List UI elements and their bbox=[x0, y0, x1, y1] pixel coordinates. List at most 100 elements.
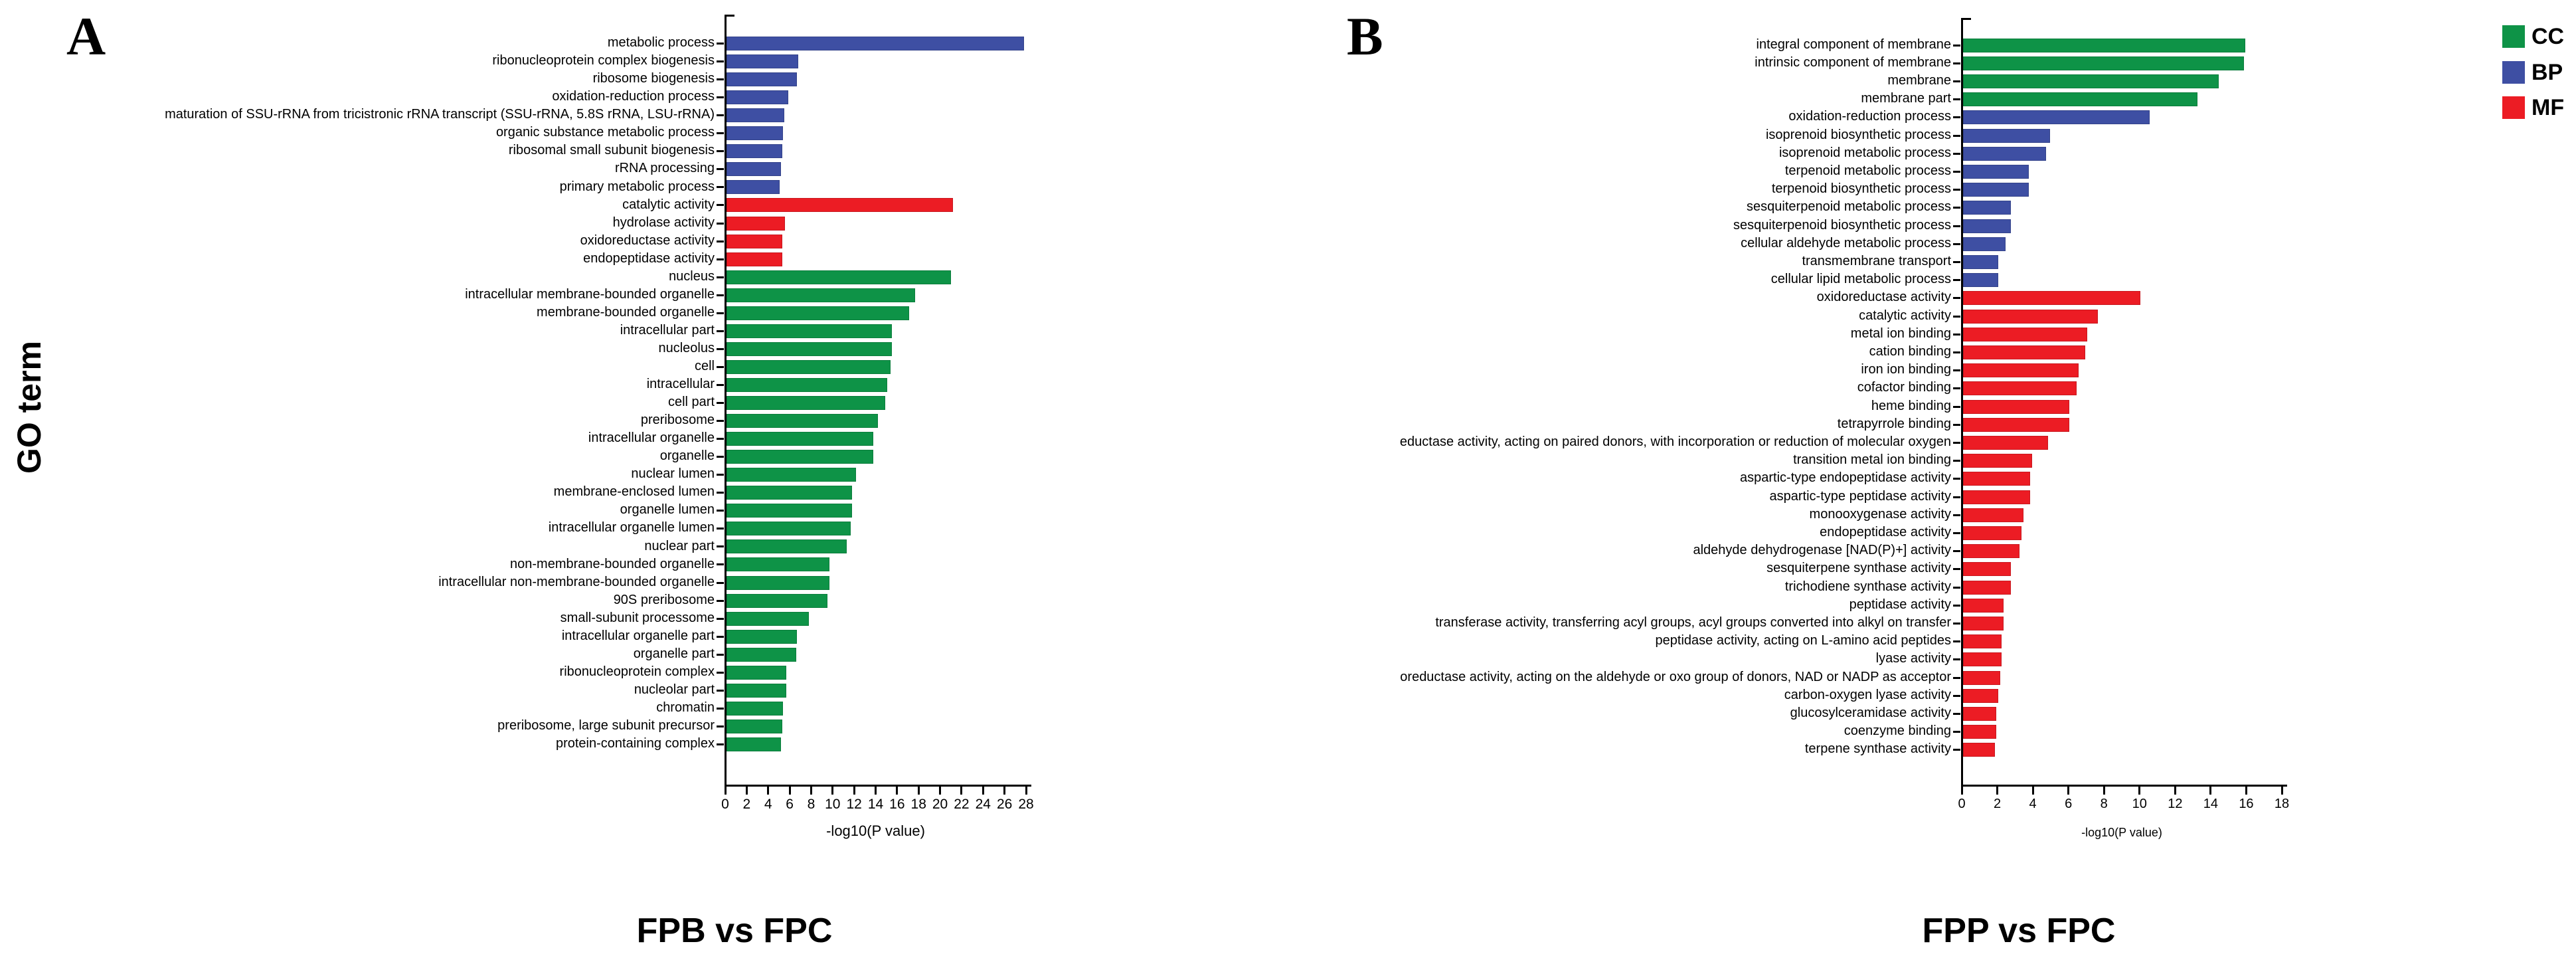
category-tick bbox=[1953, 731, 1960, 733]
category-label: primary metabolic process bbox=[559, 179, 715, 194]
bar bbox=[1962, 201, 2011, 215]
chart-title: FPP vs FPC bbox=[1922, 912, 2116, 950]
x-tick-label: 16 bbox=[889, 797, 905, 812]
category-tick bbox=[1953, 315, 1960, 318]
category-label: catalytic activity bbox=[622, 197, 715, 212]
category-label: intracellular organelle part bbox=[561, 628, 715, 643]
bar bbox=[726, 54, 798, 69]
x-axis bbox=[724, 785, 1031, 787]
category-tick bbox=[717, 743, 724, 745]
category-tick bbox=[1953, 712, 1960, 715]
category-tick bbox=[1953, 207, 1960, 209]
category-label: endopeptidase activity bbox=[583, 250, 715, 266]
x-tick-label: 10 bbox=[825, 797, 841, 812]
x-tick bbox=[896, 787, 899, 795]
x-tick bbox=[982, 787, 984, 795]
x-tick-label: 8 bbox=[2100, 797, 2108, 811]
category-label: membrane-bounded organelle bbox=[537, 304, 715, 320]
x-tick bbox=[788, 787, 791, 795]
category-label: carbon-oxygen lyase activity bbox=[1784, 687, 1951, 702]
category-tick bbox=[717, 653, 724, 656]
x-tick bbox=[2138, 787, 2141, 795]
category-tick bbox=[717, 474, 724, 476]
category-tick bbox=[1953, 225, 1960, 227]
bar bbox=[1962, 688, 1999, 703]
category-tick bbox=[1953, 405, 1960, 408]
category-label: peptidase activity, acting on L-amino ac… bbox=[1655, 633, 1951, 648]
bar bbox=[1962, 417, 2070, 432]
x-tick bbox=[1960, 787, 1963, 795]
category-tick bbox=[1953, 568, 1960, 571]
category-label: terpenoid biosynthetic process bbox=[1771, 181, 1951, 197]
category-tick bbox=[717, 276, 724, 278]
category-tick bbox=[1953, 694, 1960, 697]
category-label: membrane bbox=[1887, 73, 1951, 88]
bar bbox=[726, 252, 782, 266]
x-tick-label: 18 bbox=[2274, 797, 2290, 811]
category-label: heme binding bbox=[1871, 398, 1951, 413]
category-label: intracellular non-membrane-bounded organ… bbox=[438, 574, 715, 589]
x-tick bbox=[831, 787, 834, 795]
bar bbox=[726, 198, 953, 213]
bar bbox=[726, 270, 951, 284]
bar bbox=[1962, 454, 2032, 468]
category-tick bbox=[1953, 333, 1960, 336]
y-axis-top-tick bbox=[1962, 18, 1971, 20]
x-tick bbox=[767, 787, 770, 795]
category-label: chromatin bbox=[656, 700, 715, 715]
bar bbox=[1962, 110, 2150, 125]
bar bbox=[1962, 652, 2002, 667]
bar bbox=[1962, 273, 1999, 288]
x-tick bbox=[2174, 787, 2176, 795]
category-tick bbox=[717, 132, 724, 135]
category-tick bbox=[1953, 80, 1960, 82]
x-tick bbox=[960, 787, 963, 795]
bar bbox=[726, 341, 892, 356]
category-tick bbox=[1953, 170, 1960, 173]
bar bbox=[1962, 128, 2050, 143]
bar bbox=[726, 432, 874, 446]
category-label: 90S preribosome bbox=[613, 592, 715, 607]
category-label: metabolic process bbox=[607, 35, 715, 50]
x-tick bbox=[1996, 787, 1999, 795]
category-label: oreductase activity, acting on the aldeh… bbox=[1400, 669, 1951, 684]
bar bbox=[726, 450, 874, 464]
bar bbox=[726, 665, 787, 680]
x-tick-label: 0 bbox=[721, 797, 729, 812]
bar bbox=[726, 377, 888, 392]
bar bbox=[726, 144, 782, 159]
y-axis-top-tick bbox=[725, 15, 734, 17]
category-label: aldehyde dehydrogenase [NAD(P)+] activit… bbox=[1693, 543, 1951, 558]
bar bbox=[1962, 92, 2197, 107]
category-label: intracellular membrane-bounded organelle bbox=[465, 286, 715, 302]
category-tick bbox=[1953, 749, 1960, 751]
bar bbox=[726, 683, 787, 698]
x-tick-label: 8 bbox=[807, 797, 816, 812]
category-tick bbox=[717, 545, 724, 548]
x-tick bbox=[853, 787, 855, 795]
category-tick bbox=[717, 689, 724, 692]
category-tick bbox=[717, 204, 724, 207]
bar bbox=[726, 593, 827, 608]
x-tick bbox=[810, 787, 812, 795]
category-tick bbox=[1953, 441, 1960, 444]
x-tick bbox=[2067, 787, 2070, 795]
category-label: metal ion binding bbox=[1850, 326, 1951, 341]
category-tick bbox=[717, 528, 724, 530]
category-label: trichodiene synthase activity bbox=[1784, 579, 1951, 594]
bar bbox=[1962, 562, 2011, 577]
bar bbox=[726, 629, 798, 644]
bar bbox=[1962, 146, 2047, 161]
x-tick bbox=[939, 787, 942, 795]
category-tick bbox=[717, 258, 724, 260]
legend-swatch-bp bbox=[2502, 61, 2525, 84]
category-label: membrane part bbox=[1861, 91, 1951, 106]
category-tick bbox=[717, 581, 724, 584]
x-tick-label: 2 bbox=[1993, 797, 2002, 811]
category-tick bbox=[1953, 658, 1960, 661]
bar bbox=[1962, 472, 2031, 486]
category-label: membrane-enclosed lumen bbox=[553, 484, 715, 500]
category-tick bbox=[1953, 369, 1960, 372]
x-tick bbox=[2103, 787, 2105, 795]
